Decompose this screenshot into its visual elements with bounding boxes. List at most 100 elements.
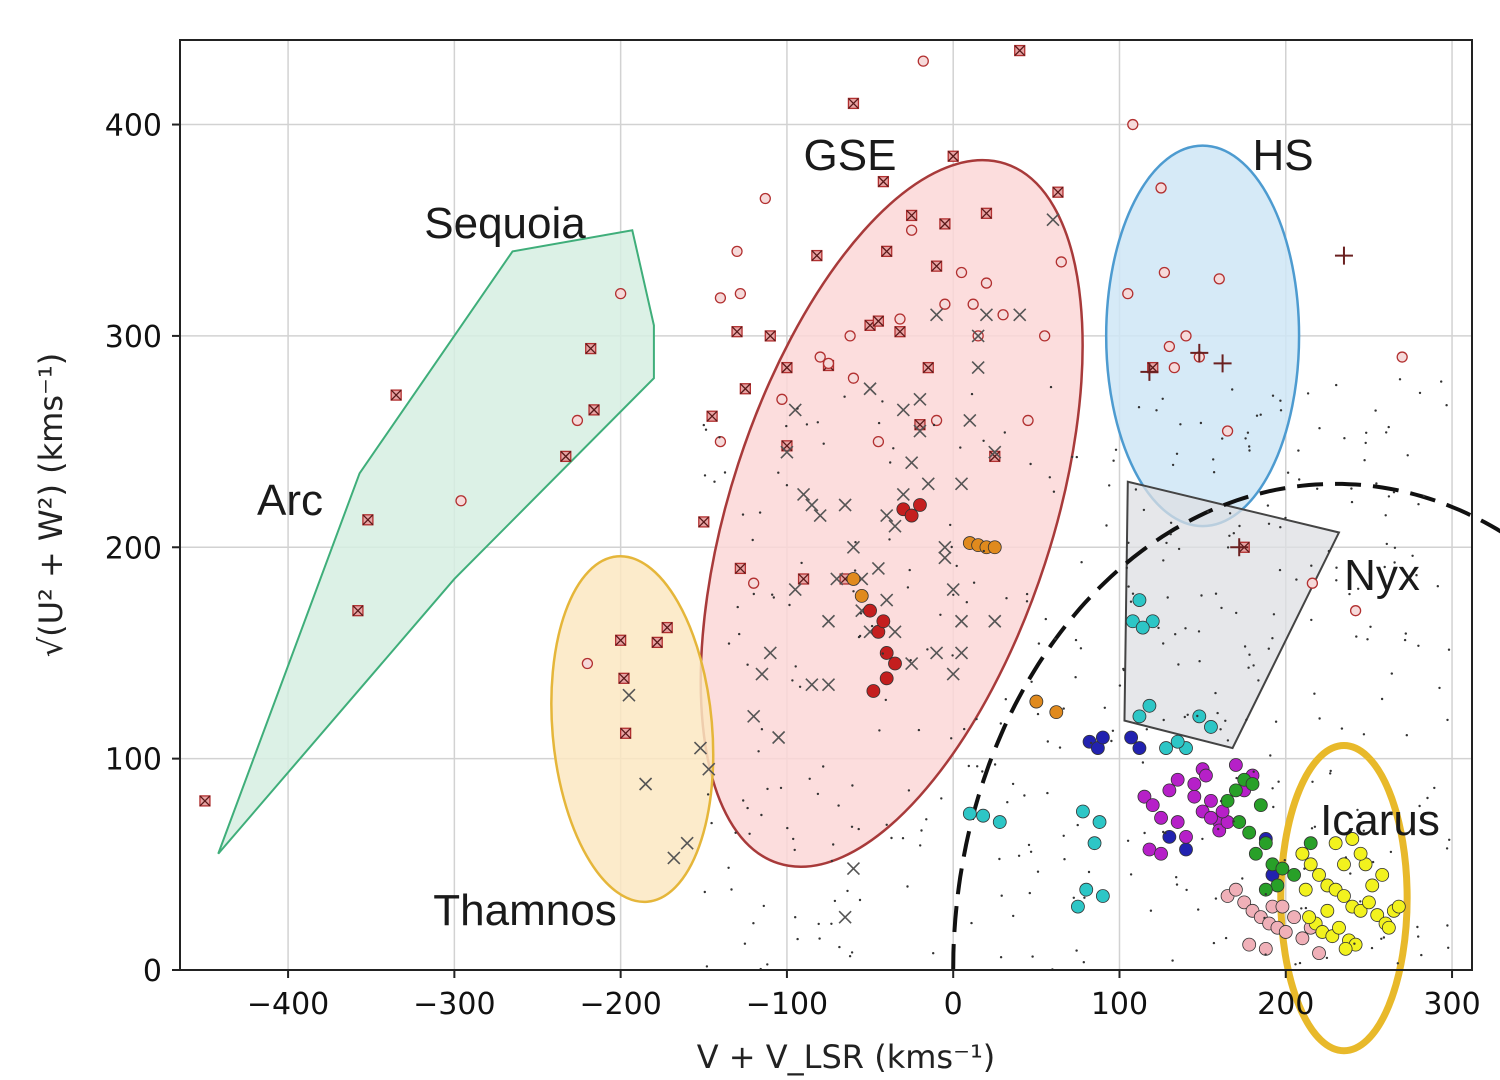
- small-dot-70: [800, 561, 803, 565]
- region-labels: Arc Sequoia GSE HS Thamnos Nyx Icarus: [257, 131, 1440, 935]
- small-dot-109: [846, 889, 849, 893]
- small-dot-315: [1169, 521, 1173, 524]
- x-point-18: [846, 540, 861, 554]
- ringed-star-point-24-cross: [881, 245, 893, 257]
- small-dot-200: [1226, 739, 1230, 742]
- small-dot-340: [798, 685, 802, 688]
- small-dot-0: [702, 423, 705, 427]
- ring-point-5: [734, 287, 747, 300]
- small-dot-160: [1221, 437, 1224, 440]
- small-dot-151: [1216, 711, 1219, 715]
- x-point-42: [954, 646, 969, 660]
- dot-yellow-point-15: [1332, 920, 1346, 935]
- ring-point-37: [1396, 351, 1408, 363]
- small-dot-318: [1416, 925, 1419, 929]
- x-point-55: [863, 382, 877, 396]
- small-dot-117: [816, 421, 819, 424]
- small-dot-226: [1353, 567, 1357, 570]
- dot-yellow-point-7: [1353, 903, 1368, 918]
- small-dot-227: [1075, 455, 1079, 459]
- small-dot-362: [1114, 448, 1118, 451]
- small-dot-349: [1212, 471, 1216, 474]
- small-dot-184: [1246, 431, 1250, 434]
- ringed-star-point-35-cross: [698, 516, 710, 528]
- small-dot-28: [1006, 801, 1009, 804]
- ring-point-16: [997, 309, 1009, 321]
- dot-yellow-point-30: [1338, 941, 1353, 956]
- small-dot-331: [822, 442, 825, 445]
- small-dot-255: [1357, 587, 1360, 590]
- ring-point-15: [980, 277, 993, 289]
- ringed-star-point-3-cross: [390, 389, 402, 401]
- small-dot-132: [963, 727, 966, 731]
- small-dot-138: [1030, 680, 1033, 683]
- small-dot-192: [850, 951, 854, 954]
- small-dot-326: [917, 728, 921, 732]
- dot-red-point-0: [863, 603, 877, 618]
- small-dot-229: [1271, 394, 1275, 397]
- small-dot-325: [1263, 916, 1266, 920]
- small-dot-76: [1362, 733, 1366, 736]
- small-dot-50: [1272, 805, 1275, 809]
- x-point-29: [938, 540, 952, 554]
- ringed-star-point-31-cross: [947, 150, 959, 162]
- dot-cyan-point-19: [992, 815, 1007, 829]
- ringed-star-point-22-cross: [872, 315, 884, 327]
- small-dot-243: [1105, 524, 1108, 527]
- small-dot-266: [1157, 626, 1160, 630]
- small-dot-247: [925, 818, 928, 821]
- dot-purple-point-4: [1170, 815, 1185, 829]
- ringed-star-point-6-cross: [560, 450, 572, 462]
- small-dot-17: [816, 792, 820, 796]
- ring-point-26: [1127, 118, 1139, 131]
- small-dot-350: [908, 568, 911, 572]
- x-point-35: [988, 614, 1002, 628]
- small-dot-222: [889, 461, 892, 464]
- small-dot-302: [1025, 592, 1029, 596]
- small-dot-174: [890, 836, 893, 840]
- small-dot-34: [1177, 663, 1180, 666]
- small-dot-57: [982, 439, 985, 442]
- small-dot-80: [1252, 770, 1255, 773]
- small-dot-155: [955, 564, 958, 568]
- small-dot-143: [1417, 503, 1420, 506]
- small-dot-179: [1295, 578, 1298, 581]
- dot-purple-point-21: [1199, 768, 1213, 783]
- small-dot-334: [1049, 385, 1053, 389]
- small-dot-2: [1248, 653, 1251, 656]
- small-dot-352: [794, 916, 797, 919]
- small-dot-238: [1134, 488, 1138, 491]
- small-dot-228: [1316, 487, 1319, 490]
- dot-pink-point-8: [1287, 910, 1301, 925]
- x-point-31: [954, 614, 969, 628]
- small-dot-88: [1279, 409, 1283, 412]
- small-dot-60: [1179, 423, 1182, 426]
- small-dot-213: [703, 474, 707, 477]
- x-tick-label-2: −200: [579, 987, 661, 1022]
- small-dot-48: [1364, 441, 1367, 445]
- x-point-21: [871, 561, 885, 575]
- region-label-nyx: Nyx: [1344, 551, 1420, 600]
- small-dot-363: [1340, 727, 1344, 730]
- small-dot-278: [1283, 859, 1287, 862]
- small-dot-316: [713, 480, 716, 483]
- small-dot-197: [772, 596, 775, 599]
- small-dot-218: [1445, 847, 1449, 850]
- ring-point-38: [1349, 605, 1362, 617]
- small-dot-337: [830, 859, 834, 863]
- small-dot-116: [1306, 392, 1310, 395]
- small-dot-112: [1446, 718, 1449, 722]
- x-point-23: [888, 519, 902, 533]
- x-point-38: [880, 509, 894, 523]
- small-dot-67: [1226, 546, 1230, 549]
- ringed-star-point-5-cross: [588, 404, 600, 416]
- ring-point-7: [776, 393, 788, 405]
- ring-point-30: [1163, 340, 1176, 353]
- x-point-15: [821, 614, 836, 628]
- ringed-star-point-18-cross: [811, 250, 823, 262]
- y-tick-label-0: 0: [143, 954, 162, 989]
- small-dot-276: [1243, 645, 1247, 648]
- ringed-star-point-4-cross: [585, 343, 597, 355]
- small-dot-298: [766, 787, 769, 791]
- small-dot-94: [1264, 953, 1267, 956]
